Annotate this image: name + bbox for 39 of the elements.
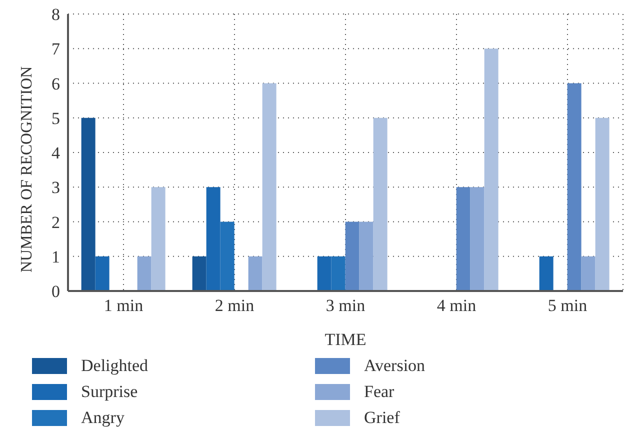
legend-label: Grief — [364, 408, 400, 428]
bar — [95, 256, 110, 291]
y-tick-label: 2 — [52, 212, 60, 232]
bar — [359, 222, 374, 291]
bar — [456, 187, 470, 291]
bar — [373, 118, 388, 291]
x-tick-label: 3 min — [326, 296, 366, 316]
bar — [345, 222, 360, 291]
legend-label: Surprise — [81, 382, 138, 402]
y-tick-label: 1 — [52, 247, 60, 266]
y-tick-label: 3 — [52, 178, 60, 198]
x-axis-title: TIME — [324, 330, 366, 349]
legend-label: Angry — [81, 408, 124, 428]
y-tick-label: 6 — [52, 74, 60, 94]
bar — [137, 256, 152, 291]
x-tick-label: 1 min — [104, 296, 144, 316]
bar — [81, 118, 96, 291]
bar — [567, 83, 582, 291]
y-tick-label: 5 — [52, 108, 60, 128]
x-tick-label: 2 min — [214, 296, 255, 316]
y-axis-title: NUMBER OF RECOGNITION — [18, 66, 36, 272]
bar — [581, 256, 596, 291]
bar — [595, 118, 610, 291]
bar — [262, 83, 276, 291]
bar — [539, 256, 554, 291]
y-tick-label: 8 — [52, 5, 60, 24]
bar — [484, 48, 498, 291]
bar — [470, 187, 484, 291]
x-tick-label: 5 min — [548, 296, 588, 316]
y-tick-label: 0 — [52, 282, 60, 302]
bar — [248, 256, 262, 291]
legend-label: Fear — [364, 382, 394, 402]
bar — [151, 187, 166, 291]
legend-label: Delighted — [81, 356, 148, 376]
y-tick-label: 4 — [52, 144, 60, 163]
legend-label: Aversion — [364, 356, 426, 376]
bar — [192, 256, 206, 291]
y-tick-label: 7 — [52, 40, 60, 59]
x-tick-label: 4 min — [436, 296, 477, 316]
